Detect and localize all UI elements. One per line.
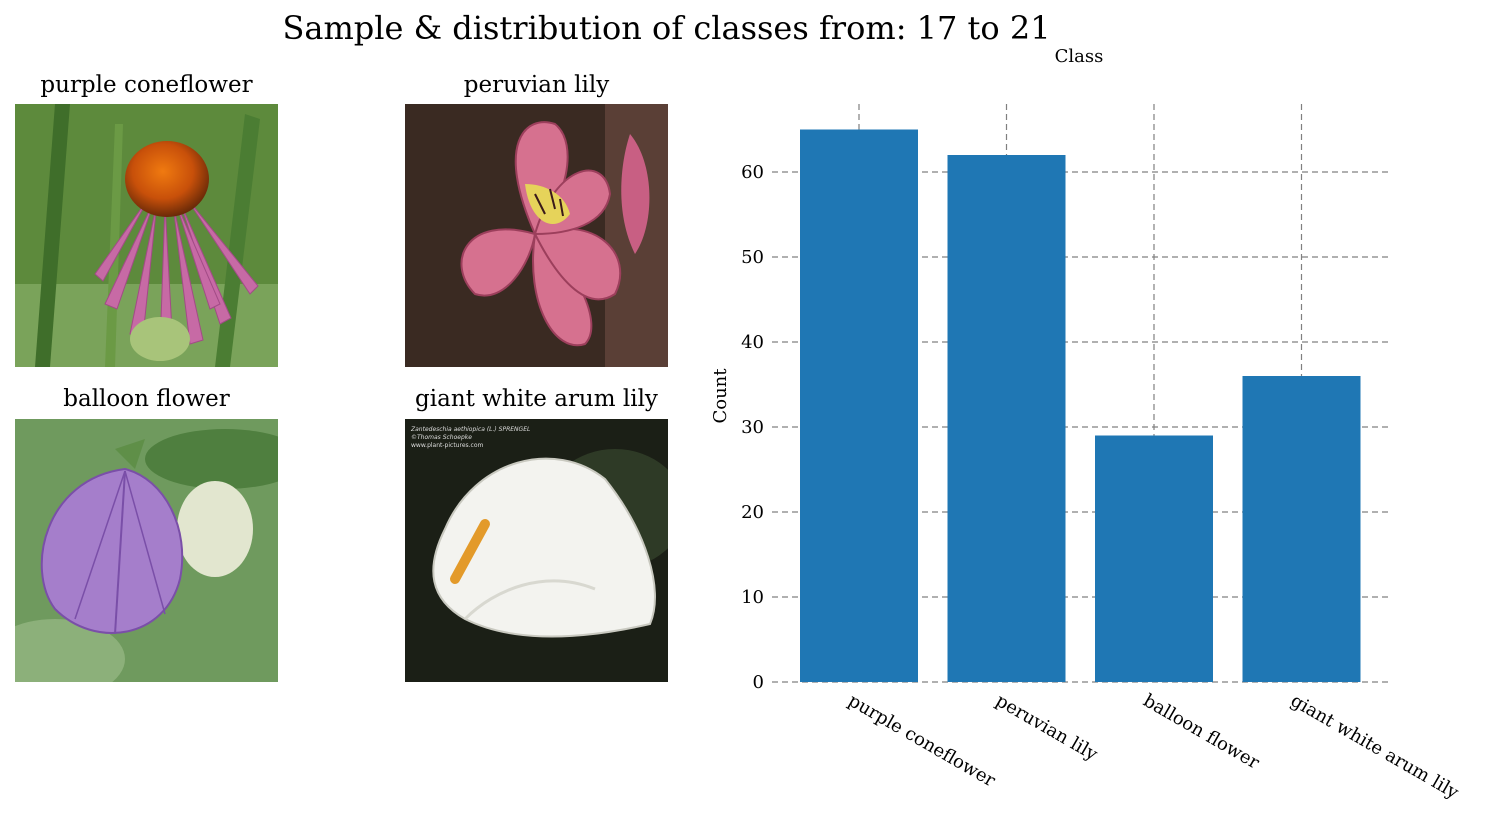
- sample-title-giant-white-arum-lily: giant white arum lily: [415, 386, 658, 412]
- y-tick-label: 40: [741, 332, 764, 353]
- bar-giant-white-arum-lily: [1242, 376, 1361, 682]
- sample-title-peruvian-lily: peruvian lily: [463, 72, 610, 98]
- watermark-line-1: Zantedeschia aethiopica (L.) SPRENGEL: [410, 426, 530, 433]
- x-tick-label: balloon flower: [1140, 690, 1264, 774]
- y-tick-label: 20: [741, 502, 764, 523]
- bar-layer: [800, 129, 1361, 682]
- x-tick-label: peruvian lily: [992, 690, 1102, 765]
- sample-image-purple-coneflower: [15, 104, 278, 367]
- y-tick-label: 30: [741, 417, 764, 438]
- sample-image-giant-white-arum-lily: Zantedeschia aethiopica (L.) SPRENGEL ©T…: [405, 419, 668, 682]
- bar-balloon-flower: [1095, 435, 1213, 682]
- y-tick-label: 10: [741, 587, 764, 608]
- x-tick-label: purple coneflower: [845, 690, 1000, 791]
- y-tick-label: 60: [741, 162, 764, 183]
- figure-title: Sample & distribution of classes from: 1…: [282, 9, 1051, 47]
- chart-title: Class: [1055, 46, 1104, 67]
- sample-image-balloon-flower: [15, 419, 278, 682]
- sample-title-balloon-flower: balloon flower: [63, 386, 230, 412]
- y-tick-label: 50: [741, 247, 764, 268]
- x-tick-label: giant white arum lily: [1287, 690, 1463, 804]
- sample-image-peruvian-lily: [405, 104, 668, 367]
- y-axis-label: Count: [710, 368, 731, 424]
- sample-title-purple-coneflower: purple coneflower: [40, 72, 253, 98]
- bar-peruvian-lily: [947, 155, 1066, 682]
- watermark-line-3: www.plant-pictures.com: [411, 442, 484, 449]
- bar-purple-coneflower: [800, 129, 918, 682]
- y-tick-label: 0: [753, 672, 764, 693]
- watermark-line-2: ©Thomas Schoepke: [411, 434, 472, 441]
